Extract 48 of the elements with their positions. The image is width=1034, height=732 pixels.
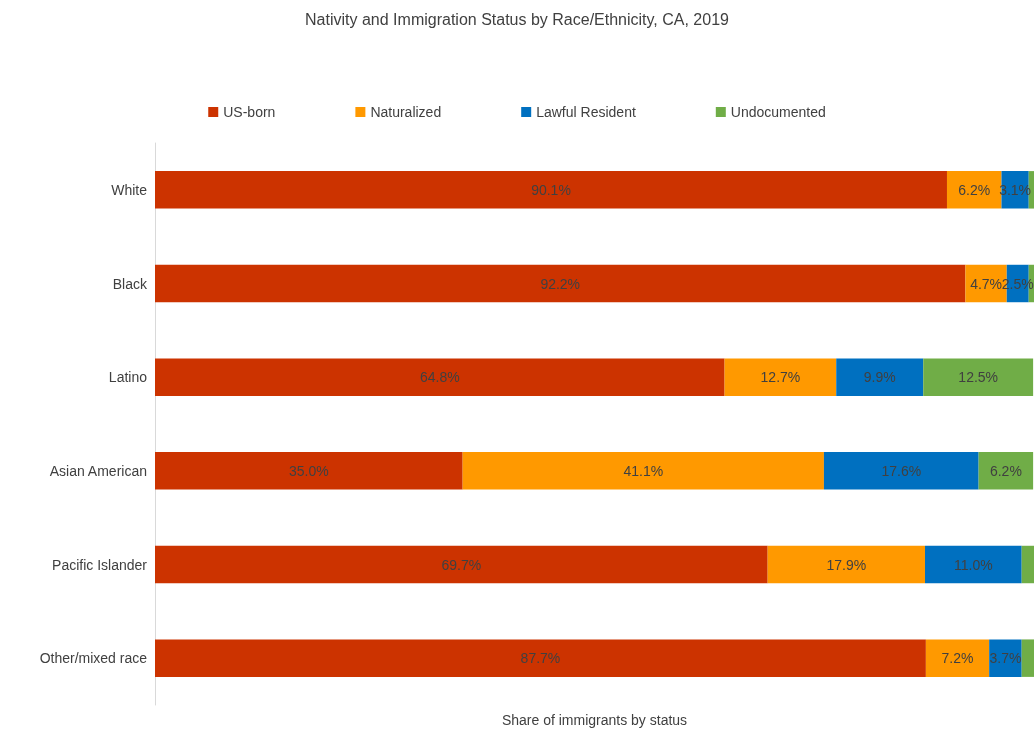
bar	[155, 452, 463, 490]
data-label: 12.5%	[958, 369, 999, 386]
data-label: 69.7%	[441, 556, 482, 573]
bar	[836, 358, 924, 396]
bar	[724, 358, 837, 396]
bar	[155, 264, 966, 303]
data-label: 3.7%	[989, 650, 1022, 667]
bar	[1021, 545, 1034, 584]
bar	[946, 171, 1002, 209]
bar	[462, 452, 824, 490]
y-tick-label: Black	[112, 275, 148, 292]
bar	[155, 545, 768, 584]
data-label: 11.0%	[954, 556, 993, 573]
legend-label: Lawful Resident	[536, 104, 636, 120]
y-tick-label: Pacific Islander	[52, 556, 148, 573]
legend-label: Undocumented	[730, 104, 826, 120]
legend-label: US-born	[223, 104, 276, 120]
data-label: 64.8%	[419, 369, 460, 386]
chart-title: Nativity and Immigration Status by Race/Ethnicity, CA, 2019	[305, 10, 730, 28]
y-tick-label: Other/mixed race	[39, 650, 148, 667]
bar	[767, 545, 925, 584]
y-tick-label: Latino	[108, 369, 148, 386]
data-label: 6.2%	[989, 462, 1022, 479]
bar	[1021, 639, 1034, 677]
data-label: 17.9%	[826, 556, 867, 573]
data-label: 6.2%	[958, 181, 991, 198]
bar	[978, 452, 1034, 490]
data-label: 12.7%	[760, 369, 801, 386]
bar	[823, 452, 979, 490]
legend-label: Naturalized	[370, 104, 442, 120]
bar	[925, 639, 990, 677]
data-label: 4.7%	[970, 275, 1003, 292]
data-label: 9.9%	[863, 369, 896, 386]
x-axis-title: Share of immigrants by status	[501, 712, 688, 728]
data-label: 35.0%	[288, 462, 329, 479]
data-label: 92.2%	[540, 275, 581, 292]
bar	[923, 358, 1034, 396]
y-tick-label: Asian American	[49, 462, 147, 479]
data-label: 87.7%	[520, 650, 561, 667]
y-tick-label: White	[111, 181, 148, 198]
bar	[155, 358, 725, 396]
data-label: 7.2%	[941, 650, 974, 667]
data-label: 17.6%	[881, 462, 922, 479]
data-label: 90.1%	[531, 181, 571, 198]
bar	[925, 545, 1022, 584]
bar	[155, 171, 947, 209]
data-label: 41.1%	[623, 462, 664, 479]
bar	[155, 639, 926, 677]
